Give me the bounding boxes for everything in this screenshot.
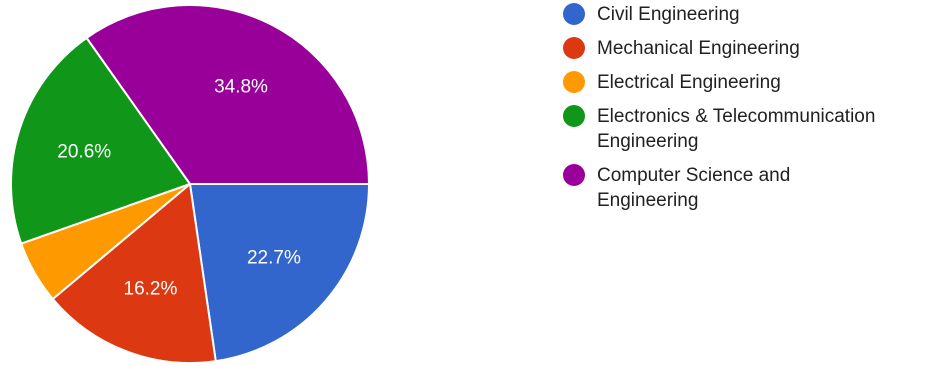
legend-swatch-electronics bbox=[563, 105, 585, 127]
slice-label-mechanical: 16.2% bbox=[124, 279, 178, 300]
slice-label-cse: 34.8% bbox=[214, 76, 268, 97]
legend-label: Electrical Engineering bbox=[597, 72, 781, 93]
legend-item-electronics[interactable]: Electronics & Telecommunication Engineer… bbox=[563, 104, 943, 154]
legend-swatch-civil bbox=[563, 3, 585, 25]
pie-chart: 22.7% 16.2% 20.6% 34.8% bbox=[10, 4, 371, 364]
pie-slice-cse[interactable] bbox=[85, 4, 371, 185]
legend-label: Civil Engineering bbox=[597, 4, 740, 25]
legend-label: Computer Science and Engineering bbox=[597, 165, 791, 211]
legend-item-mechanical[interactable]: Mechanical Engineering bbox=[563, 36, 943, 61]
legend-swatch-mechanical bbox=[563, 37, 585, 59]
legend-item-cse[interactable]: Computer Science and Engineering bbox=[563, 163, 943, 213]
pie-slice-mechanical[interactable] bbox=[51, 182, 217, 364]
legend-swatch-electrical bbox=[563, 71, 585, 93]
legend-item-electrical[interactable]: Electrical Engineering bbox=[563, 70, 943, 95]
slice-label-electronics: 20.6% bbox=[57, 141, 111, 162]
legend-label: Mechanical Engineering bbox=[597, 38, 800, 59]
pie-slice-electronics[interactable] bbox=[10, 36, 192, 245]
chart-legend: Civil Engineering Mechanical Engineering… bbox=[563, 2, 943, 222]
legend-label: Electronics & Telecommunication Engineer… bbox=[597, 106, 876, 152]
pie-slice-civil[interactable] bbox=[188, 183, 371, 363]
legend-item-civil[interactable]: Civil Engineering bbox=[563, 2, 943, 27]
slice-label-civil: 22.7% bbox=[247, 248, 301, 269]
legend-swatch-cse bbox=[563, 164, 585, 186]
